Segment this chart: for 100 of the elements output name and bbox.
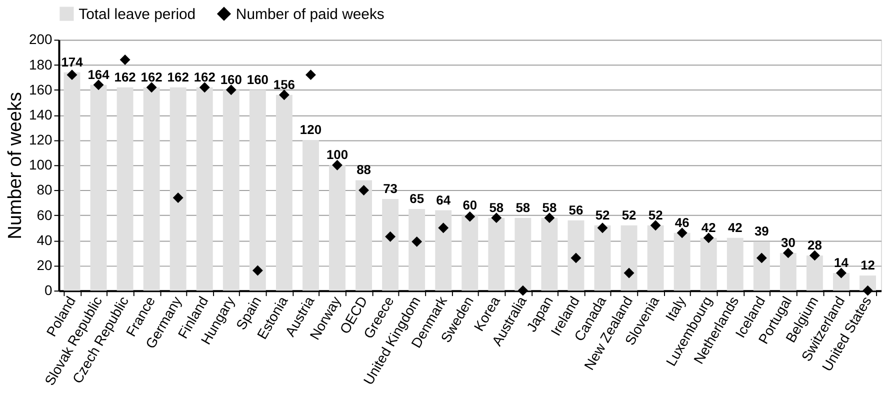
bar (700, 238, 717, 291)
point (676, 228, 688, 238)
y-tick-label: 120 (29, 132, 53, 148)
point (809, 250, 820, 261)
data-label: 42 (701, 220, 716, 235)
bar (408, 209, 426, 291)
data-label: 174 (61, 54, 84, 70)
bar (196, 87, 213, 291)
data-label: 30 (780, 234, 796, 250)
data-label: 73 (383, 181, 398, 196)
bar (143, 87, 160, 291)
bar (726, 238, 744, 291)
point (93, 80, 104, 90)
y-tick-label: 0 (44, 282, 53, 298)
bar (116, 87, 134, 291)
bar (541, 218, 558, 291)
data-label: 100 (326, 147, 348, 162)
point (199, 82, 210, 93)
data-label: 156 (273, 76, 295, 92)
point (597, 222, 608, 234)
data-label: 160 (246, 72, 268, 87)
data-label: 52 (595, 207, 610, 222)
point (278, 90, 290, 100)
bar (806, 255, 823, 291)
point (226, 84, 236, 96)
data-label: 58 (516, 200, 530, 215)
data-label: 58 (542, 200, 557, 215)
point (306, 70, 316, 80)
bar (753, 242, 770, 291)
bar (594, 225, 611, 291)
data-label: 162 (194, 69, 216, 84)
y-tick-label: 60 (36, 206, 53, 223)
data-label: 162 (167, 69, 189, 84)
point (491, 212, 502, 224)
point (358, 185, 369, 196)
y-axis-title: Number of weeks (5, 92, 26, 240)
point (650, 220, 661, 231)
bar (64, 72, 80, 291)
bar (170, 87, 186, 291)
point (570, 252, 582, 264)
data-label: 42 (728, 220, 742, 235)
data-label: 52 (622, 207, 636, 222)
point (438, 222, 449, 234)
y-tick-label: 40 (36, 232, 53, 248)
bar (833, 273, 850, 291)
bar (620, 225, 638, 291)
bar (276, 94, 292, 291)
data-label: 120 (300, 122, 322, 138)
point (464, 211, 476, 222)
bar (860, 276, 876, 291)
y-tick-label: 20 (36, 256, 53, 273)
data-label: 160 (220, 72, 242, 87)
data-label: 88 (356, 162, 371, 178)
bar (647, 225, 664, 291)
data-label: 162 (140, 69, 162, 84)
bar (302, 140, 319, 291)
legend-label: Number of paid weeks (236, 6, 384, 23)
point (518, 285, 528, 296)
data-label: 162 (114, 69, 136, 84)
legend-label: Total leave period (78, 6, 196, 23)
bar (674, 232, 690, 291)
point (782, 248, 794, 258)
data-label: 64 (436, 192, 452, 208)
bar (90, 84, 107, 291)
point (862, 285, 873, 296)
y-tick-label: 200 (29, 31, 53, 48)
bar (356, 180, 372, 291)
y-tick-label: 180 (29, 56, 53, 72)
bar (382, 199, 399, 291)
point (146, 82, 157, 93)
data-label: 39 (754, 224, 769, 239)
point (252, 265, 263, 276)
point (624, 268, 634, 278)
point (66, 70, 78, 80)
bar (568, 220, 584, 291)
bar (780, 252, 796, 291)
y-tick-label: 80 (36, 182, 53, 198)
bar (462, 215, 478, 291)
data-label: 60 (462, 197, 478, 212)
y-tick-label: 100 (29, 156, 53, 173)
point (544, 212, 555, 224)
bar (488, 218, 505, 291)
point (756, 252, 767, 264)
data-label: 65 (410, 191, 424, 206)
data-label: 164 (88, 66, 110, 82)
data-label: 14 (834, 255, 850, 270)
point (120, 54, 130, 65)
data-label: 56 (568, 202, 584, 218)
y-tick-label: 140 (29, 106, 53, 122)
point (412, 236, 422, 247)
data-label: 52 (648, 207, 663, 222)
bar (249, 90, 266, 291)
data-label: 46 (674, 214, 690, 230)
point (385, 231, 396, 242)
bar (514, 218, 532, 291)
bar (329, 165, 346, 291)
bar (435, 210, 452, 291)
data-label: 12 (860, 258, 875, 273)
point (332, 160, 342, 170)
data-label: 28 (808, 237, 822, 252)
